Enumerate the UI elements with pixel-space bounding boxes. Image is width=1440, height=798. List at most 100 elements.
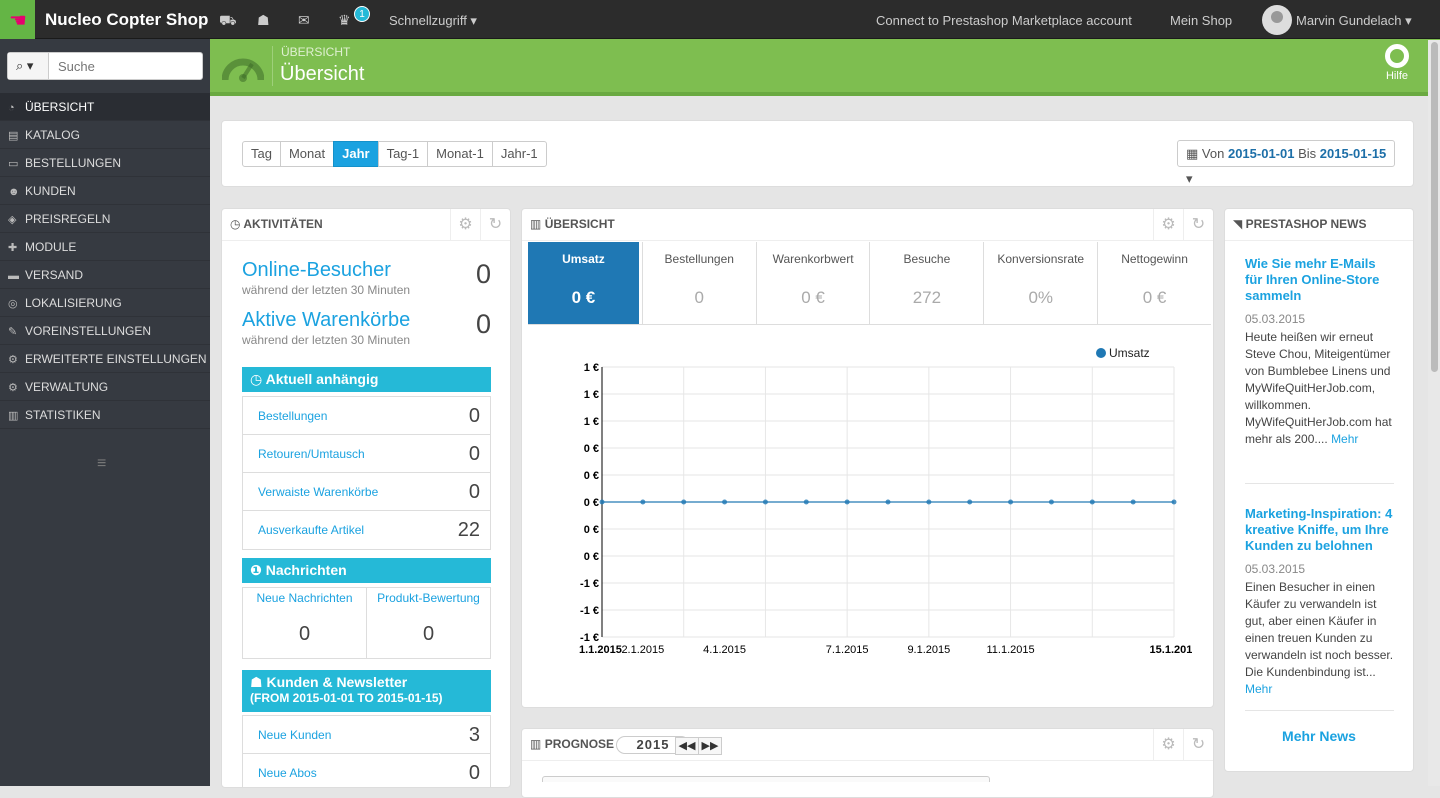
messages-table: Neue Nachrichten 0 Produkt-Bewertung 0 xyxy=(242,587,491,659)
dashboard-icon: ◔ xyxy=(8,102,15,114)
top-bar: ☚ Nucleo Copter Shop ⛟ ☗ ✉ ♛ 1 Schnellzu… xyxy=(0,0,1440,39)
sidebar-item-lokalisierung[interactable]: ◎ LOKALISIERUNG xyxy=(0,289,210,317)
cart-icon[interactable]: ⛟ xyxy=(219,12,237,28)
period-button-jahr[interactable]: Jahr xyxy=(333,141,379,167)
period-button-tag[interactable]: Tag xyxy=(242,141,281,167)
sidebar-item-voreinstellungen[interactable]: ✎ VOREINSTELLUNGEN xyxy=(0,317,210,345)
kpi-konversionsrate[interactable]: Konversionsrate 0% xyxy=(983,242,1097,324)
config-icon[interactable]: ⚙ xyxy=(1153,209,1183,241)
bar-chart-icon: ▥ xyxy=(530,737,542,751)
refresh-icon[interactable]: ↻ xyxy=(1183,209,1213,241)
page-header: ÜBERSICHT Übersicht Hilfe xyxy=(210,39,1440,96)
kpi-warenkorbwert[interactable]: Warenkorbwert 0 € xyxy=(755,242,870,324)
quick-access-dropdown[interactable]: Schnellzugriff ▾ xyxy=(389,13,477,28)
online-visitors-label[interactable]: Online-Besucher xyxy=(242,259,391,281)
news-more-link[interactable]: Mehr xyxy=(1331,432,1359,446)
kpi-besuche[interactable]: Besuche 272 xyxy=(869,242,983,324)
period-button-monat[interactable]: Monat xyxy=(279,141,335,167)
date-range-picker[interactable]: ▦ Von 2015-01-01 Bis 2015-01-15 ▾ xyxy=(1177,140,1395,186)
globe-icon: ◎ xyxy=(8,298,18,310)
row-label[interactable]: Retouren/Umtausch xyxy=(258,447,365,461)
sidebar-item-übersicht[interactable]: ◔ ÜBERSICHT xyxy=(0,93,210,121)
date-prefix: Von xyxy=(1201,146,1225,161)
marketplace-connect-link[interactable]: Connect to Prestashop Marketplace accoun… xyxy=(876,13,1132,28)
sidebar-item-erweiterte-einstellungen[interactable]: ⚙ ERWEITERTE EINSTELLUNGEN xyxy=(0,345,210,373)
caret-down-icon: ▾ xyxy=(1186,171,1193,186)
data-point xyxy=(1130,499,1136,505)
news-more-link[interactable]: Mehr xyxy=(1245,682,1273,696)
y-tick-label: 0 € xyxy=(584,551,599,563)
more-news-link[interactable]: Mehr News xyxy=(1282,728,1356,744)
prestashop-logo[interactable]: ☚ xyxy=(0,0,35,39)
row-label[interactable]: Neue Kunden xyxy=(258,728,332,742)
period-button-jahr-1[interactable]: Jahr-1 xyxy=(491,141,547,167)
new-messages-value: 0 xyxy=(298,623,311,645)
sidebar-item-versand[interactable]: ▬ VERSAND xyxy=(0,261,210,289)
cog-icon: ⚙ xyxy=(8,382,18,394)
period-button-tag-1[interactable]: Tag-1 xyxy=(377,141,429,167)
news-item-body: Einen Besucher in einen Käufer zu verwan… xyxy=(1245,580,1394,679)
scrollbar[interactable] xyxy=(1428,40,1440,786)
row-label[interactable]: Verwaiste Warenkörbe xyxy=(258,485,379,499)
active-carts: Aktive Warenkörbe während der letzten 30… xyxy=(242,309,492,347)
row-value: 0 xyxy=(468,762,480,784)
my-shop-link[interactable]: Mein Shop xyxy=(1170,13,1233,28)
config-icon[interactable]: ⚙ xyxy=(1153,729,1183,761)
row-value: 0 xyxy=(468,443,480,465)
user-icon[interactable]: ☗ xyxy=(257,12,270,28)
menu-collapse-icon[interactable]: ≡ xyxy=(97,455,107,472)
row-label[interactable]: Bestellungen xyxy=(258,409,328,423)
news-item-title[interactable]: Marketing-Inspiration: 4 kreative Kniffe… xyxy=(1245,506,1393,553)
new-messages-cell[interactable]: Neue Nachrichten 0 xyxy=(243,588,366,658)
kpi-bestellungen[interactable]: Bestellungen 0 xyxy=(641,242,756,324)
news-separator xyxy=(1245,710,1394,711)
lifebuoy-icon xyxy=(1385,44,1409,68)
shop-name[interactable]: Nucleo Copter Shop xyxy=(45,10,209,29)
help-button[interactable]: Hilfe xyxy=(1384,44,1410,82)
user-menu[interactable]: Marvin Gundelach ▾ xyxy=(1296,13,1412,28)
trophy-icon[interactable]: ♛ xyxy=(338,12,351,28)
data-point xyxy=(803,499,809,505)
refresh-icon[interactable]: ↻ xyxy=(480,209,510,241)
envelope-icon[interactable]: ✉ xyxy=(298,12,310,28)
news-panel: ◥ PRESTASHOP NEWS Wie Sie mehr E-Mails f… xyxy=(1224,208,1414,772)
row-label[interactable]: Ausverkaufte Artikel xyxy=(258,523,365,537)
news-item-title[interactable]: Wie Sie mehr E-Mails für Ihren Online-St… xyxy=(1245,256,1380,303)
kpi-value: 0 € xyxy=(1142,288,1167,307)
avatar[interactable] xyxy=(1262,5,1292,35)
period-button-monat-1[interactable]: Monat-1 xyxy=(427,141,493,167)
active-carts-value: 0 xyxy=(475,309,491,339)
refresh-icon[interactable]: ↻ xyxy=(1183,729,1213,761)
next-year-icon[interactable]: ▶▶ xyxy=(698,737,722,755)
sidebar-item-statistiken[interactable]: ▥ STATISTIKEN xyxy=(0,401,210,429)
sidebar-item-katalog[interactable]: ▤ KATALOG xyxy=(0,121,210,149)
puzzle-icon: ✚ xyxy=(8,242,18,254)
config-icon[interactable]: ⚙ xyxy=(450,209,480,241)
kpi-label: Warenkorbwert xyxy=(772,252,854,266)
data-point xyxy=(1008,499,1014,505)
row-label[interactable]: Neue Abos xyxy=(258,766,317,780)
truck-icon: ▬ xyxy=(8,270,19,282)
sidebar-item-label: MODULE xyxy=(25,240,77,254)
y-tick-label: 1 € xyxy=(584,416,599,428)
news-item-date: 05.03.2015 xyxy=(1245,312,1306,326)
kpi-umsatz[interactable]: Umsatz 0 € xyxy=(528,242,639,324)
sidebar-item-module[interactable]: ✚ MODULE xyxy=(0,233,210,261)
table-row: Neue Abos 0 xyxy=(243,754,490,787)
forecast-title: PROGNOSE xyxy=(544,737,615,751)
search-input[interactable] xyxy=(50,53,200,79)
search-type-button[interactable]: ⌕ ▾ xyxy=(8,53,49,79)
overview-panel: ▥ ÜBERSICHT ⚙ ↻ Umsatz 0 € Bestellungen 0 War… xyxy=(521,208,1214,708)
kpi-nettogewinn[interactable]: Nettogewinn 0 € xyxy=(1097,242,1211,324)
sidebar-item-preisregeln[interactable]: ◈ PREISREGELN xyxy=(0,205,210,233)
sidebar-item-bestellungen[interactable]: ▭ BESTELLUNGEN xyxy=(0,149,210,177)
kpi-label: Nettogewinn xyxy=(1121,252,1188,266)
sidebar-item-kunden[interactable]: ☻ KUNDEN xyxy=(0,177,210,205)
previous-year-icon[interactable]: ◀◀ xyxy=(675,737,699,755)
sidebar-item-label: VERWALTUNG xyxy=(25,380,109,394)
active-carts-label[interactable]: Aktive Warenkörbe xyxy=(242,309,411,331)
breadcrumb[interactable]: ÜBERSICHT xyxy=(281,45,351,59)
reviews-cell[interactable]: Produkt-Bewertung 0 xyxy=(366,588,490,658)
y-tick-label: -1 € xyxy=(580,605,599,617)
sidebar-item-verwaltung[interactable]: ⚙ VERWALTUNG xyxy=(0,373,210,401)
